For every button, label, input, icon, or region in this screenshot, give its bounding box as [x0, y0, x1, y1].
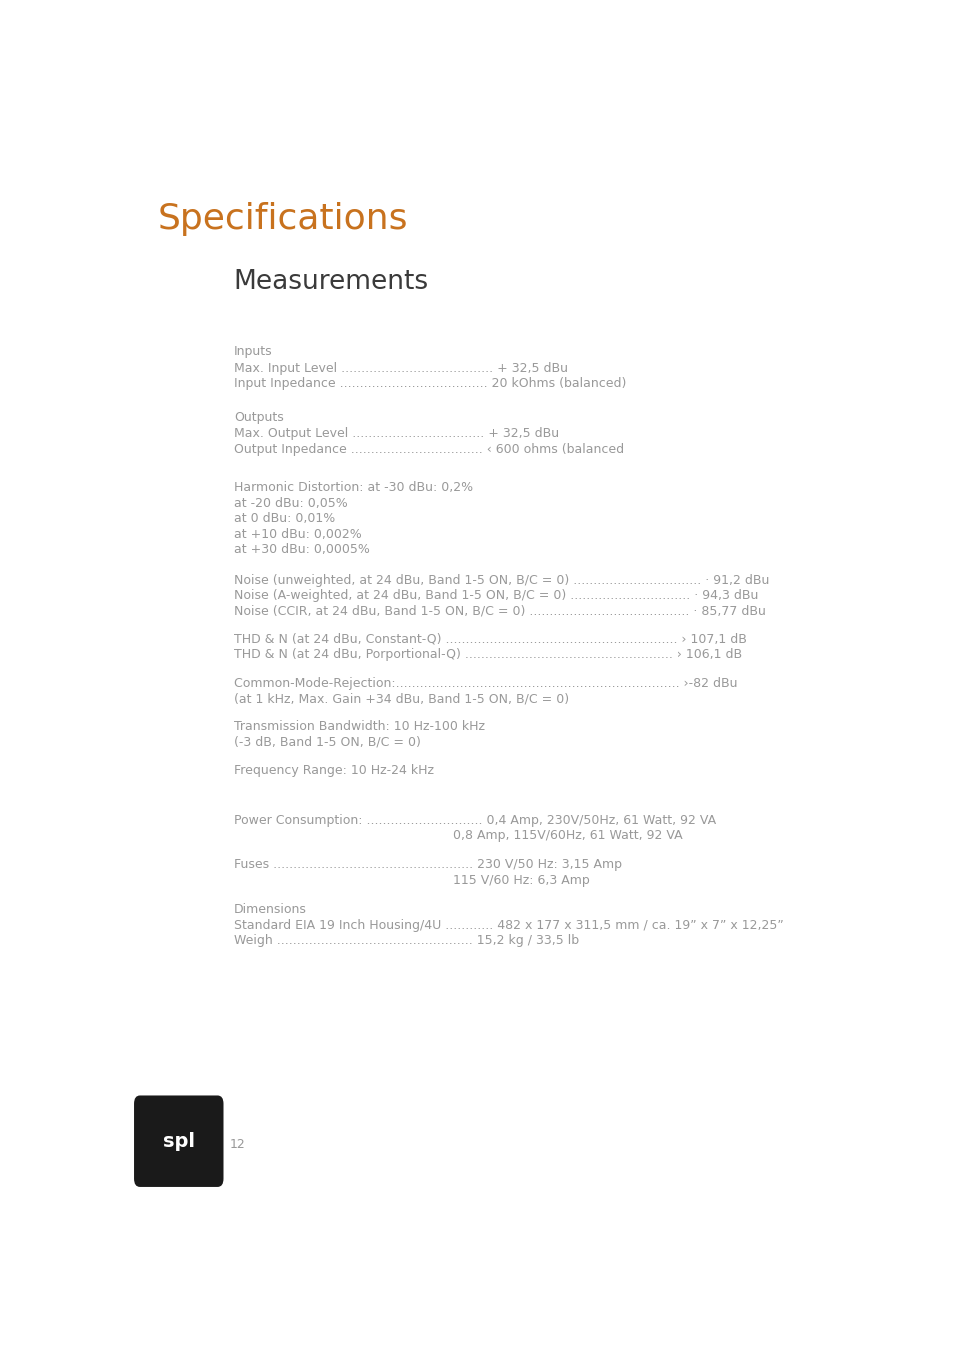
Text: Input Inpedance ..................................... 20 kOhms (balanced): Input Inpedance ........................…: [233, 377, 625, 390]
Text: spl: spl: [163, 1131, 194, 1150]
Text: Inputs: Inputs: [233, 346, 273, 358]
Text: Frequency Range: 10 Hz-24 kHz: Frequency Range: 10 Hz-24 kHz: [233, 764, 434, 776]
Text: Output Inpedance ................................. ‹ 600 ohms (balanced: Output Inpedance .......................…: [233, 443, 623, 456]
Text: Noise (unweighted, at 24 dBu, Band 1-5 ON, B/C = 0) ............................: Noise (unweighted, at 24 dBu, Band 1-5 O…: [233, 574, 768, 587]
Text: Power Consumption: ............................. 0,4 Amp, 230V/50Hz, 61 Watt, 92: Power Consumption: .....................…: [233, 814, 715, 826]
FancyBboxPatch shape: [133, 1095, 223, 1187]
Text: Specifications: Specifications: [157, 201, 408, 235]
Text: Harmonic Distortion: at -30 dBu: 0,2%: Harmonic Distortion: at -30 dBu: 0,2%: [233, 481, 473, 494]
Text: 115 V/60 Hz: 6,3 Amp: 115 V/60 Hz: 6,3 Amp: [453, 873, 590, 887]
Text: at -20 dBu: 0,05%: at -20 dBu: 0,05%: [233, 497, 347, 510]
Text: Noise (A-weighted, at 24 dBu, Band 1-5 ON, B/C = 0) ............................: Noise (A-weighted, at 24 dBu, Band 1-5 O…: [233, 589, 758, 602]
Text: Noise (CCIR, at 24 dBu, Band 1-5 ON, B/C = 0) ..................................: Noise (CCIR, at 24 dBu, Band 1-5 ON, B/C…: [233, 605, 765, 618]
Text: 0,8 Amp, 115V/60Hz, 61 Watt, 92 VA: 0,8 Amp, 115V/60Hz, 61 Watt, 92 VA: [453, 829, 682, 842]
Text: (-3 dB, Band 1-5 ON, B/C = 0): (-3 dB, Band 1-5 ON, B/C = 0): [233, 736, 420, 749]
Text: Max. Input Level ...................................... + 32,5 dBu: Max. Input Level .......................…: [233, 362, 567, 374]
Text: Transmission Bandwidth: 10 Hz-100 kHz: Transmission Bandwidth: 10 Hz-100 kHz: [233, 720, 484, 733]
Text: (at 1 kHz, Max. Gain +34 dBu, Band 1-5 ON, B/C = 0): (at 1 kHz, Max. Gain +34 dBu, Band 1-5 O…: [233, 693, 568, 705]
Text: Fuses .................................................. 230 V/50 Hz: 3,15 Amp: Fuses ..................................…: [233, 859, 621, 872]
Text: Measurements: Measurements: [233, 269, 429, 296]
Text: at 0 dBu: 0,01%: at 0 dBu: 0,01%: [233, 512, 335, 525]
Text: 12: 12: [230, 1138, 246, 1150]
Text: Common-Mode-Rejection:..........................................................: Common-Mode-Rejection:..................…: [233, 676, 737, 690]
Text: THD & N (at 24 dBu, Porportional-Q) ............................................: THD & N (at 24 dBu, Porportional-Q) ....…: [233, 648, 741, 662]
Text: at +30 dBu: 0,0005%: at +30 dBu: 0,0005%: [233, 544, 370, 556]
Text: Weigh ................................................. 15,2 kg / 33,5 lb: Weigh ..................................…: [233, 934, 578, 948]
Text: Max. Output Level ................................. + 32,5 dBu: Max. Output Level ......................…: [233, 427, 558, 440]
Text: at +10 dBu: 0,002%: at +10 dBu: 0,002%: [233, 528, 361, 541]
Text: THD & N (at 24 dBu, Constant-Q) ................................................: THD & N (at 24 dBu, Constant-Q) ........…: [233, 633, 746, 645]
Text: Standard EIA 19 Inch Housing/4U ............ 482 x 177 x 311,5 mm / ca. 19” x 7”: Standard EIA 19 Inch Housing/4U ........…: [233, 919, 782, 931]
Text: Dimensions: Dimensions: [233, 903, 307, 917]
Text: Outputs: Outputs: [233, 412, 283, 424]
